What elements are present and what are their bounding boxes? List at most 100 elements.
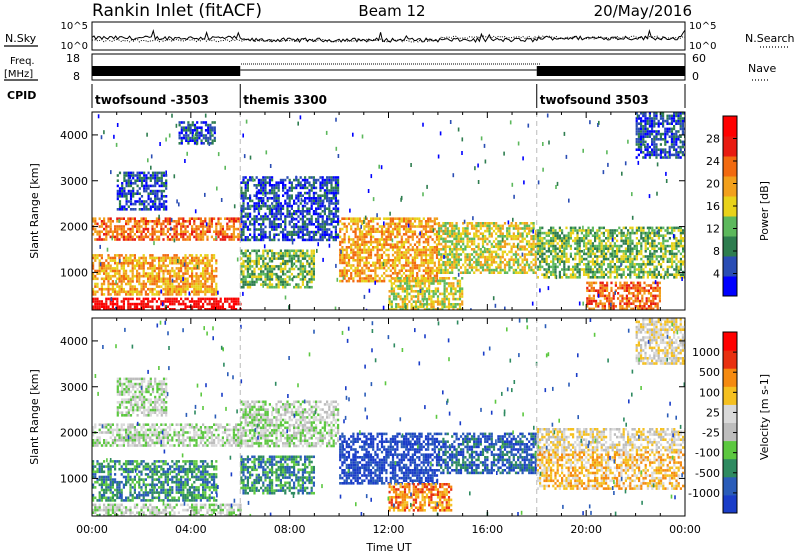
heat-cell (428, 303, 431, 306)
heat-cell (138, 235, 141, 239)
heat-cell (277, 238, 280, 242)
heat-cell (310, 252, 313, 255)
heat-cell (517, 237, 520, 241)
heat-cell (437, 258, 441, 261)
heat-cell (96, 272, 99, 275)
heat-cell (166, 272, 169, 275)
heat-cell (180, 302, 183, 306)
heat-cell (616, 239, 619, 243)
heat-cell (295, 283, 298, 286)
heat-cell (144, 274, 147, 278)
heat-cell (391, 266, 395, 270)
heat-cell (299, 210, 302, 213)
heat-cell (363, 235, 366, 239)
heat-cell (297, 236, 300, 239)
heat-cell (288, 220, 291, 223)
heat-cell (369, 269, 373, 272)
heat-cell (125, 256, 128, 260)
heat-cell (310, 262, 313, 266)
heat-cell (279, 178, 282, 182)
heat-cell (435, 277, 439, 280)
heat-cell (202, 227, 205, 231)
heat-cell (171, 259, 174, 262)
heat-cell (215, 222, 218, 226)
heat-cell (576, 237, 579, 240)
heat-cell (299, 236, 302, 239)
heat-cell (255, 249, 258, 253)
heat-cell (388, 303, 391, 306)
heat-cell (567, 257, 570, 261)
heat-cell (134, 182, 137, 185)
heat-cell (361, 235, 364, 239)
heat-cell (240, 272, 243, 276)
heat-cell (215, 305, 218, 308)
heat-cell (164, 254, 167, 257)
heat-cell (622, 273, 625, 276)
heat-cell (326, 176, 329, 179)
heat-cell (530, 245, 533, 248)
heat-cell (400, 238, 403, 241)
heat-cell (251, 283, 254, 286)
heat-cell (96, 254, 99, 257)
heat-cell (613, 265, 616, 269)
heat-cell (129, 189, 133, 193)
heat-cell (262, 257, 265, 260)
heat-cell (182, 300, 185, 303)
heat-cell (103, 287, 106, 291)
heat-cell (304, 191, 307, 195)
heat-cell (136, 274, 139, 278)
heat-cell (523, 263, 526, 267)
heat-cell (131, 277, 134, 281)
heat-cell (321, 230, 324, 234)
heat-cell (297, 228, 300, 231)
heat-cell (277, 280, 280, 284)
heat-cell (396, 222, 399, 226)
heat-cell (466, 237, 469, 241)
heat-cell (125, 261, 128, 265)
heat-cell (432, 290, 435, 293)
heat-cell (530, 237, 533, 241)
heat-cell (277, 252, 280, 255)
heat-cell (257, 254, 260, 258)
heat-cell (107, 254, 110, 257)
heat-cell (122, 302, 125, 306)
heat-cell (585, 242, 588, 245)
heat-cell (345, 227, 348, 231)
heat-cell (517, 253, 520, 256)
heat-cell (506, 253, 509, 256)
heat-cell (293, 267, 296, 271)
heat-cell (262, 223, 265, 226)
heat-cell (122, 305, 125, 308)
heat-cell (210, 280, 213, 283)
heat-cell (622, 270, 625, 274)
heat-cell (365, 279, 368, 283)
heat-cell (255, 259, 258, 263)
heat-cell (367, 240, 370, 244)
heat-cell (417, 305, 420, 309)
heat-cell (199, 282, 202, 286)
heat-cell (385, 240, 388, 244)
heat-cell (191, 131, 194, 135)
heat-cell (411, 246, 414, 249)
heat-cell (98, 230, 101, 233)
heat-cell (451, 253, 454, 256)
heat-cell (446, 240, 449, 243)
heat-cell (541, 260, 544, 263)
heat-cell (180, 297, 183, 301)
heat-cell (268, 236, 271, 239)
heat-cell (100, 264, 103, 268)
heat-cell (306, 272, 309, 276)
heat-cell (279, 225, 282, 229)
heat-cell (424, 261, 428, 265)
heat-cell (605, 247, 608, 250)
heat-cell (356, 243, 359, 246)
heat-cell (215, 261, 218, 265)
heat-cell (439, 303, 442, 306)
heat-cell (310, 186, 313, 190)
heat-cell (129, 280, 132, 283)
heat-cell (319, 238, 322, 242)
heat-cell (230, 305, 233, 308)
heat-cell (578, 263, 581, 266)
heat-cell (118, 272, 121, 275)
heat-cell (249, 233, 252, 236)
